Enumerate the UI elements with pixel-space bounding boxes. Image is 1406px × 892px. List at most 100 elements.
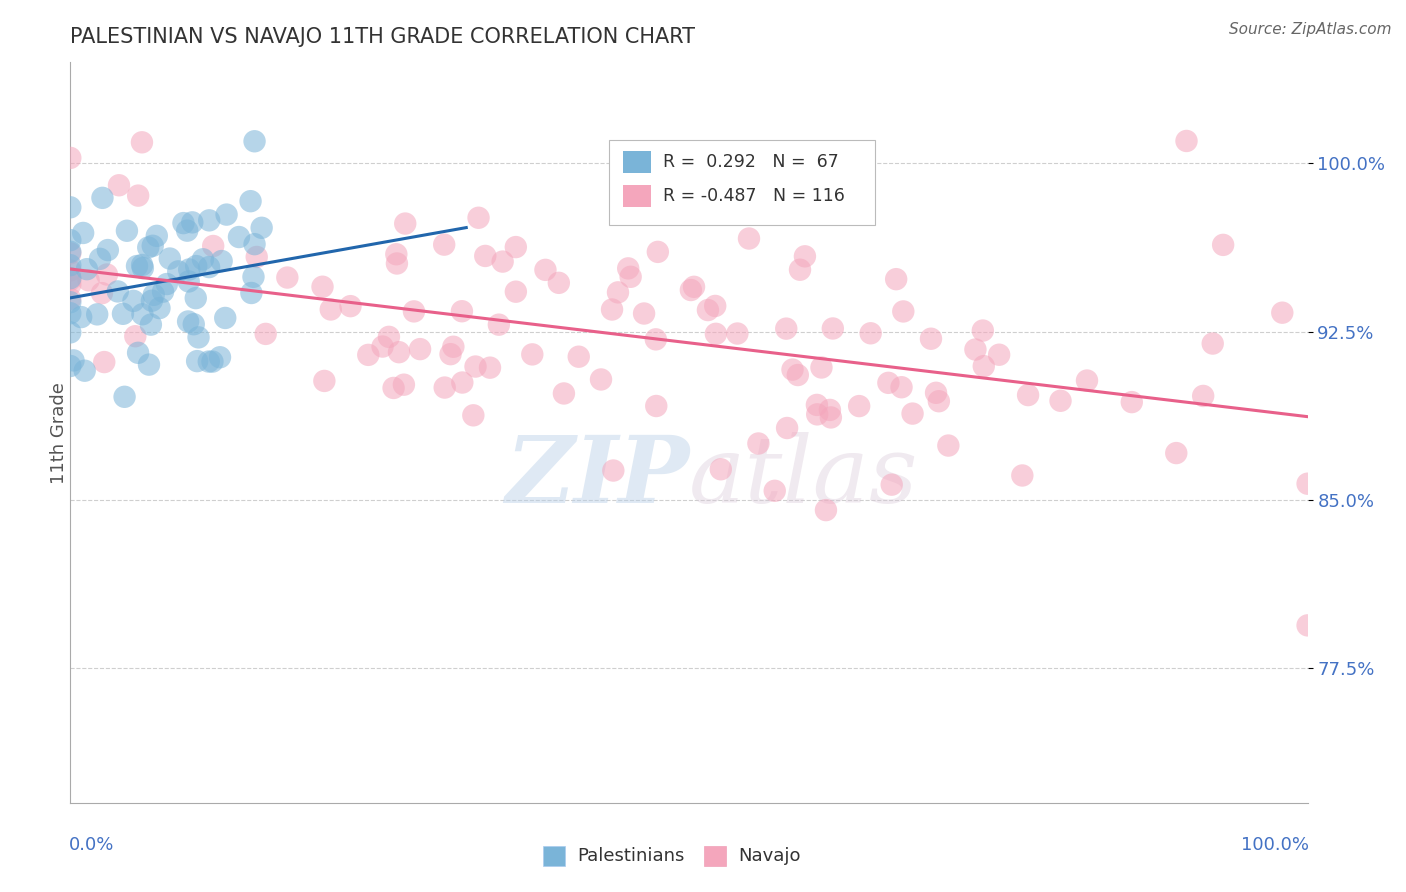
Point	[776, 421, 799, 435]
Point	[59, 271, 82, 285]
Point	[1121, 395, 1143, 409]
Point	[114, 390, 136, 404]
Point	[191, 252, 214, 267]
Point	[86, 307, 108, 321]
Point	[243, 134, 266, 148]
Point	[183, 317, 205, 331]
Point	[211, 254, 233, 268]
Point	[385, 247, 408, 261]
Point	[76, 262, 98, 277]
Point	[138, 358, 160, 372]
Point	[884, 272, 907, 286]
Point	[821, 321, 844, 335]
Text: R =  0.292   N =  67: R = 0.292 N = 67	[664, 153, 839, 171]
Point	[59, 151, 82, 165]
Point	[177, 275, 200, 289]
Point	[1011, 468, 1033, 483]
Point	[339, 299, 361, 313]
Point	[877, 376, 900, 390]
Point	[534, 263, 557, 277]
Point	[59, 359, 82, 373]
Point	[600, 302, 623, 317]
Point	[59, 244, 82, 259]
Point	[553, 386, 575, 401]
Point	[814, 503, 837, 517]
Point	[201, 354, 224, 368]
Point	[186, 354, 208, 368]
Point	[938, 439, 960, 453]
Point	[215, 208, 238, 222]
Point	[131, 258, 153, 272]
Text: ZIP: ZIP	[505, 432, 689, 522]
Point	[125, 259, 148, 273]
Point	[433, 380, 456, 394]
Point	[1076, 374, 1098, 388]
Point	[311, 279, 333, 293]
Point	[59, 326, 82, 340]
Point	[474, 249, 496, 263]
Point	[488, 318, 510, 332]
Point	[371, 340, 394, 354]
Point	[738, 231, 761, 245]
Point	[246, 250, 269, 264]
Point	[806, 398, 828, 412]
Bar	[543, 846, 565, 866]
Point	[142, 288, 165, 302]
Point	[1166, 446, 1188, 460]
Point	[142, 239, 165, 253]
Point	[704, 326, 727, 341]
Point	[818, 403, 841, 417]
Point	[59, 306, 82, 320]
Point	[965, 343, 987, 357]
Point	[696, 303, 718, 318]
Point	[146, 228, 169, 243]
Point	[91, 286, 114, 301]
Point	[107, 285, 129, 299]
Point	[891, 304, 914, 318]
Point	[59, 273, 82, 287]
Point	[159, 252, 181, 266]
Point	[187, 330, 209, 344]
Point	[172, 216, 194, 230]
Point	[763, 483, 786, 498]
Point	[250, 220, 273, 235]
Point	[633, 306, 655, 320]
Point	[62, 353, 84, 368]
Point	[505, 285, 527, 299]
Point	[59, 292, 82, 306]
Point	[683, 280, 706, 294]
Point	[314, 374, 336, 388]
Point	[228, 230, 250, 244]
Point	[1296, 618, 1319, 632]
Point	[108, 178, 131, 193]
Point	[59, 277, 82, 292]
Point	[208, 351, 231, 365]
Point	[167, 264, 190, 278]
Point	[491, 254, 513, 268]
Point	[97, 243, 120, 257]
Point	[122, 293, 145, 308]
Point	[357, 348, 380, 362]
Text: 0.0%: 0.0%	[69, 836, 114, 855]
Point	[647, 244, 669, 259]
Point	[197, 354, 219, 368]
Point	[72, 226, 94, 240]
Point	[925, 385, 948, 400]
Point	[620, 269, 643, 284]
Point	[93, 355, 115, 369]
Point	[704, 299, 727, 313]
Point	[141, 293, 163, 308]
Point	[179, 262, 201, 277]
Text: atlas: atlas	[689, 432, 918, 522]
Point	[848, 399, 870, 413]
Point	[136, 240, 159, 254]
Point	[214, 310, 236, 325]
Point	[467, 211, 489, 225]
Point	[645, 399, 668, 413]
Point	[988, 348, 1011, 362]
Point	[131, 307, 153, 321]
Text: R = -0.487   N = 116: R = -0.487 N = 116	[664, 186, 845, 204]
Point	[607, 285, 630, 300]
Point	[1271, 306, 1294, 320]
Point	[156, 277, 179, 291]
